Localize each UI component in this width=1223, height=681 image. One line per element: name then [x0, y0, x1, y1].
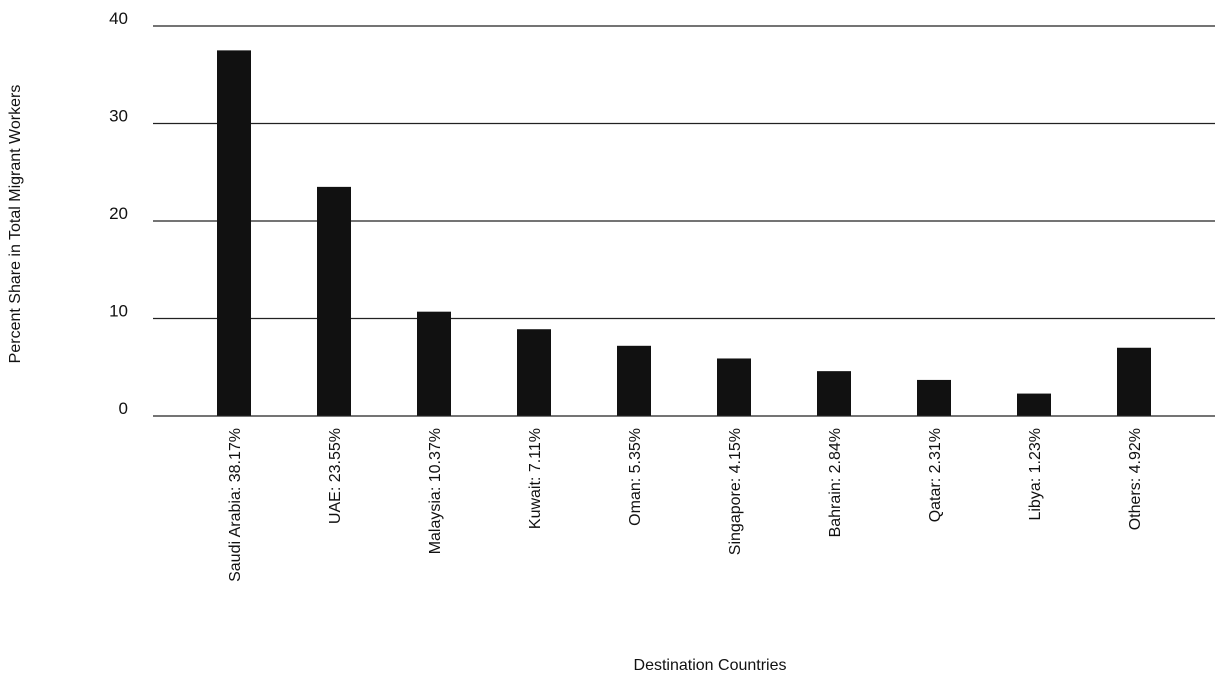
x-tick-label: UAE: 23.55%: [327, 428, 344, 524]
y-axis-label: Percent Share in Total Migrant Workers: [7, 85, 24, 364]
y-tick-label: 10: [109, 302, 128, 321]
x-tick-label: Malaysia: 10.37%: [427, 428, 444, 554]
x-tick-labels: Saudi Arabia: 38.17% UAE: 23.55% Malaysia:…: [227, 428, 1144, 582]
x-tick-label: Saudi Arabia: 38.17%: [227, 428, 244, 582]
x-tick-label: Libya: 1.23%: [1027, 428, 1044, 521]
bar: [517, 329, 551, 416]
x-tick-label: Oman: 5.35%: [627, 428, 644, 526]
x-tick-label: Singapore: 4.15%: [727, 428, 744, 555]
gridlines: [153, 25, 1215, 320]
bar: [317, 186, 351, 416]
y-tick-label: 20: [109, 204, 128, 223]
x-tick-label: Bahrain: 2.84%: [827, 428, 844, 537]
x-tick-label: Qatar: 2.31%: [927, 428, 944, 522]
bar: [617, 345, 651, 416]
bar: [417, 311, 451, 416]
x-tick-label: Kuwait: 7.11%: [527, 428, 544, 529]
bar: [917, 379, 951, 416]
y-tick-labels: 0 10 20 30 40: [109, 9, 128, 418]
bar: [217, 50, 251, 416]
y-tick-label: 0: [119, 399, 128, 418]
y-tick-label: 40: [109, 9, 128, 28]
x-tick-label: Others: 4.92%: [1127, 428, 1144, 530]
y-tick-label: 30: [109, 107, 128, 126]
bars: [217, 50, 1151, 416]
bar: [1117, 347, 1151, 416]
x-axis-label: Destination Countries: [634, 657, 787, 674]
bar: [717, 358, 751, 416]
bar: [1017, 393, 1051, 416]
bar: [817, 371, 851, 416]
